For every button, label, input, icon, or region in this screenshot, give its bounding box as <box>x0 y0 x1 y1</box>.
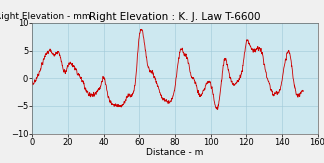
Text: Right Elevation - mm: Right Elevation - mm <box>0 12 91 21</box>
Title: Right Elevation : K. J. Law T-6600: Right Elevation : K. J. Law T-6600 <box>89 12 261 22</box>
X-axis label: Distance - m: Distance - m <box>146 148 204 157</box>
